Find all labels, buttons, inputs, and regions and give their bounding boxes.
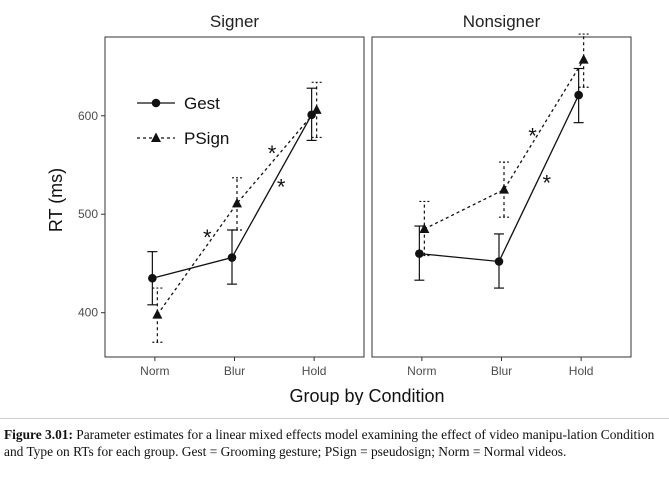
significance-star: * — [543, 171, 552, 196]
x-tick-label: Hold — [569, 364, 594, 378]
y-tick-label: 600 — [78, 109, 98, 123]
caption-label: Figure 3.01: — [4, 427, 73, 442]
y-tick-label: 400 — [78, 306, 98, 320]
significance-star: * — [268, 141, 277, 166]
x-tick-label: Hold — [302, 364, 327, 378]
data-point-psign — [578, 54, 589, 64]
panel-title: Nonsigner — [463, 12, 541, 31]
data-point-psign — [232, 197, 242, 208]
y-tick-label: 500 — [78, 207, 98, 221]
series-gest — [147, 87, 317, 306]
legend-label-psign: PSign — [184, 129, 229, 148]
data-point-psign — [152, 309, 163, 319]
data-point-gest — [494, 257, 504, 266]
panel-frame — [371, 36, 632, 358]
x-axis-title: Group by Condition — [289, 386, 444, 405]
data-point-psign — [499, 184, 509, 194]
data-point-gest — [415, 249, 424, 258]
significance-star: * — [528, 123, 537, 148]
legend-label-gest: Gest — [184, 94, 220, 113]
x-tick-label: Norm — [140, 364, 169, 378]
x-tick-label: Blur — [491, 364, 512, 378]
x-tick-label: Norm — [407, 364, 436, 378]
data-point-gest — [227, 253, 237, 262]
figure-caption: Figure 3.01: Parameter estimates for a l… — [4, 427, 664, 460]
y-axis-title: RT (ms) — [46, 168, 66, 232]
legend-marker-gest — [151, 98, 161, 108]
series-gest — [414, 67, 584, 289]
legend: Gest PSign — [137, 94, 229, 148]
legend-marker-psign — [151, 132, 161, 142]
series-line — [156, 109, 318, 316]
caption-text: Parameter estimates for a linear mixed e… — [4, 427, 655, 459]
significance-star: * — [277, 175, 286, 200]
data-point-gest — [148, 273, 157, 283]
x-tick-label: Blur — [224, 364, 245, 378]
panel-nonsigner: Nonsigner Norm Blur Hold ** — [371, 12, 632, 378]
panel-frame — [104, 36, 365, 358]
data-point-psign — [419, 223, 430, 233]
caption-divider — [0, 418, 669, 419]
series-psign — [152, 81, 322, 343]
series-psign — [419, 33, 589, 257]
significance-star: * — [203, 225, 212, 250]
data-point-gest — [574, 90, 583, 100]
panel-title: Signer — [210, 12, 259, 31]
data-point-psign — [311, 104, 322, 114]
